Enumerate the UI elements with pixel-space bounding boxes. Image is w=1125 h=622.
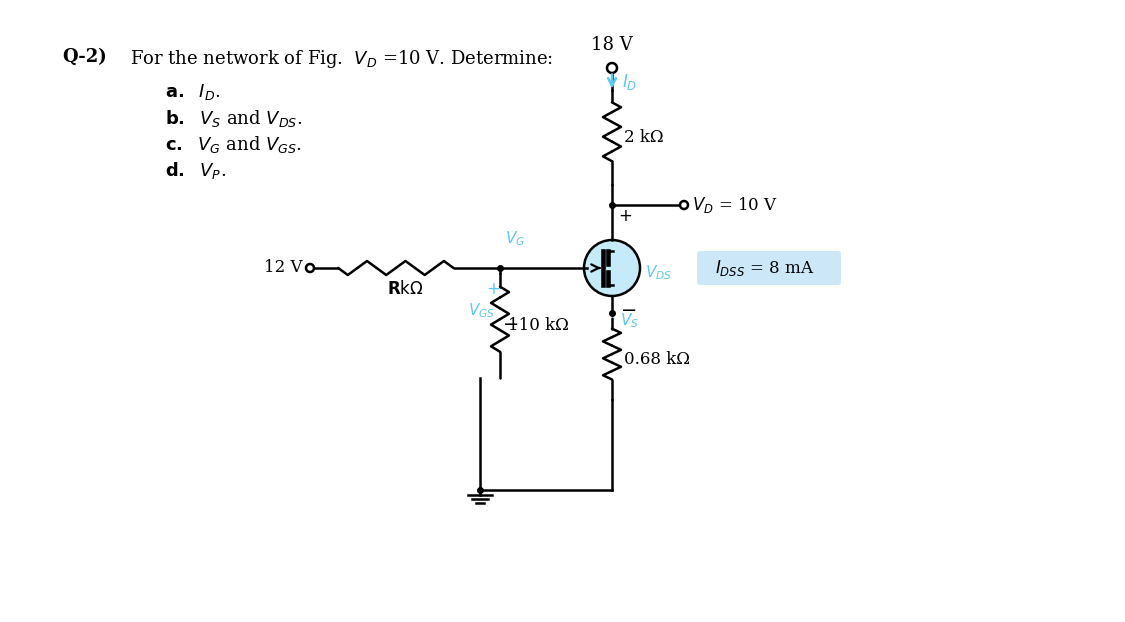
Text: For the network of Fig.  $V_D$ =10 V. Determine:: For the network of Fig. $V_D$ =10 V. Det… [130,48,554,70]
Text: $V_{DS}$: $V_{DS}$ [645,264,672,282]
Text: $\mathbf{a.}$  $I_D$.: $\mathbf{a.}$ $I_D$. [165,82,220,102]
Text: $V_{GS}$: $V_{GS}$ [468,301,495,320]
Text: $-$: $-$ [502,313,519,332]
Text: $-$: $-$ [620,299,637,318]
Circle shape [584,240,640,296]
Text: +: + [618,207,632,225]
Text: 12 V: 12 V [263,259,302,277]
Text: $V_D$ = 10 V: $V_D$ = 10 V [692,195,778,215]
Text: +: + [486,280,500,298]
Text: $V_S$: $V_S$ [620,311,639,330]
Text: $V_G$: $V_G$ [505,230,525,248]
Text: $\mathbf{R}$kΩ: $\mathbf{R}$kΩ [387,280,423,298]
FancyBboxPatch shape [698,251,842,285]
Text: $I_{DSS}$ = 8 mA: $I_{DSS}$ = 8 mA [716,258,814,278]
Text: 110 kΩ: 110 kΩ [508,317,569,334]
Text: $I_D$: $I_D$ [622,72,637,91]
Text: $\mathbf{d.}$  $V_P$.: $\mathbf{d.}$ $V_P$. [165,160,226,181]
Text: 0.68 kΩ: 0.68 kΩ [624,351,690,368]
Text: $\mathbf{c.}$  $V_G$ and $V_{GS}$.: $\mathbf{c.}$ $V_G$ and $V_{GS}$. [165,134,302,155]
Text: Q-2): Q-2) [62,48,107,66]
Text: 18 V: 18 V [591,36,633,54]
Text: 2 kΩ: 2 kΩ [624,129,664,146]
Text: $\mathbf{b.}$  $V_S$ and $V_{DS}$.: $\mathbf{b.}$ $V_S$ and $V_{DS}$. [165,108,303,129]
